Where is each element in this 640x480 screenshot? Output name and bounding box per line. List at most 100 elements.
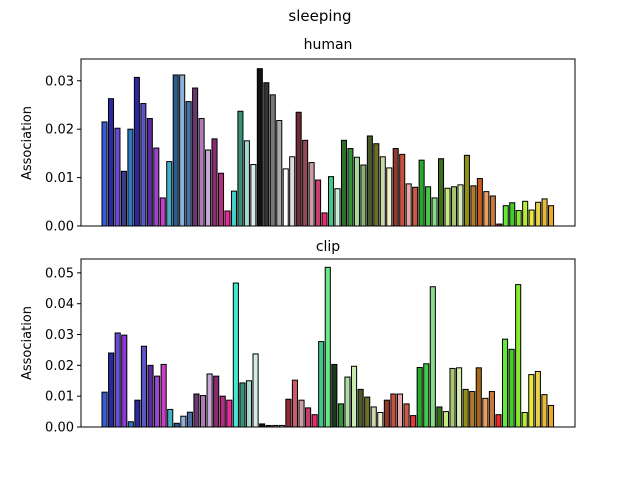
bar-human-47	[405, 183, 412, 227]
bar-human-5	[133, 76, 140, 227]
bar-clip-18	[219, 395, 226, 428]
chart-panel-human: human Association 0.00 0.01 0.02 0.03	[20, 37, 576, 235]
bar-clip-57	[475, 367, 482, 428]
bar-human-36	[334, 188, 341, 227]
bar-clip-8	[154, 375, 161, 428]
bar-clip-61	[501, 338, 509, 428]
bar-human-38	[347, 148, 354, 227]
bar-clip-65	[528, 374, 535, 428]
chart-panel-clip: clip Association 0.000.010.020.030.040.0…	[20, 239, 576, 436]
bar-human-63	[509, 202, 516, 227]
y-axis-label-human: Association	[20, 106, 35, 180]
bar-clip-29	[291, 379, 299, 428]
bar-clip-62	[508, 348, 515, 428]
bar-human-54	[450, 186, 458, 227]
y-axis-label-clip: Association	[20, 306, 35, 380]
figure-title: sleeping	[288, 7, 351, 25]
bar-clip-53	[449, 367, 456, 428]
bar-human-6	[140, 103, 147, 227]
y-tick-label-clip-3: 0.03	[45, 328, 74, 343]
y-tick-label-clip-0: 0.00	[45, 421, 74, 436]
bar-human-3	[120, 170, 127, 227]
bar-human-0	[101, 121, 108, 227]
bar-clip-50	[429, 286, 436, 428]
bar-clip-48	[416, 367, 423, 428]
bar-human-43	[379, 156, 386, 227]
bar-human-11	[172, 74, 179, 227]
bar-human-24	[256, 68, 263, 227]
bar-clip-22	[245, 380, 253, 428]
bar-human-28	[282, 168, 289, 227]
bar-human-65	[522, 200, 529, 227]
bar-human-21	[237, 110, 244, 227]
bar-clip-9	[160, 363, 167, 428]
bar-human-37	[340, 139, 347, 227]
bar-clip-42	[377, 412, 384, 428]
bar-human-9	[159, 197, 166, 227]
bar-clip-16	[206, 373, 213, 428]
y-tick-label-human-0: 0.00	[45, 220, 74, 235]
bar-clip-64	[521, 412, 528, 428]
bar-clip-36	[337, 403, 344, 428]
bar-clip-67	[541, 394, 548, 428]
bar-human-8	[153, 147, 160, 227]
bar-human-2	[114, 127, 121, 227]
bar-clip-68	[547, 404, 555, 428]
bar-clip-20	[232, 282, 239, 428]
bar-clip-47	[410, 415, 417, 428]
bar-human-18	[217, 172, 225, 227]
bar-clip-63	[515, 284, 522, 428]
bar-human-56	[463, 154, 470, 227]
bar-human-39	[353, 156, 360, 227]
bar-clip-35	[331, 363, 338, 428]
bar-human-31	[302, 139, 309, 227]
bar-human-23	[250, 164, 257, 227]
bar-clip-45	[396, 393, 404, 428]
bar-clip-43	[383, 399, 390, 428]
bar-clip-59	[488, 391, 495, 428]
bar-human-45	[392, 148, 399, 227]
bar-human-16	[205, 149, 212, 227]
bar-clip-52	[442, 411, 450, 428]
panel-title-human: human	[304, 37, 353, 53]
bar-human-4	[127, 128, 134, 227]
bar-clip-41	[370, 406, 377, 428]
bar-human-42	[373, 143, 380, 227]
bar-clip-13	[186, 411, 193, 428]
bar-clip-56	[469, 391, 476, 428]
bar-clip-39	[357, 388, 364, 428]
bar-clip-33	[318, 341, 325, 428]
y-tick-label-clip-5: 0.05	[45, 266, 74, 281]
bar-clip-46	[403, 403, 410, 428]
bar-clip-14	[193, 393, 200, 428]
y-tick-label-clip-2: 0.02	[45, 359, 74, 374]
axes-frame-human	[80, 58, 576, 227]
bar-human-25	[263, 82, 270, 227]
bar-human-10	[166, 161, 173, 227]
bar-clip-7	[147, 364, 154, 428]
bar-clip-11	[173, 422, 180, 428]
bar-human-67	[535, 201, 542, 227]
bar-clip-38	[350, 365, 358, 428]
bar-human-1	[107, 98, 115, 227]
bar-human-29	[289, 156, 296, 227]
bar-human-17	[211, 138, 218, 227]
bar-human-68	[541, 198, 548, 227]
bar-clip-31	[305, 407, 312, 428]
panel-title-clip: clip	[316, 239, 340, 255]
bar-human-33	[315, 179, 322, 227]
bar-clip-32	[311, 414, 318, 428]
bar-clip-4	[127, 421, 134, 428]
bar-human-14	[192, 87, 199, 227]
bar-clip-58	[482, 397, 489, 428]
y-tick-label-clip-1: 0.01	[45, 390, 74, 405]
bar-clip-37	[344, 376, 351, 428]
y-tick-label-human-2: 0.02	[45, 123, 74, 138]
bar-human-20	[230, 190, 237, 227]
bar-clip-6	[140, 345, 148, 428]
y-tick-label-human-1: 0.01	[45, 171, 74, 186]
bar-clip-30	[298, 399, 305, 428]
bar-human-57	[470, 185, 477, 227]
bar-clip-1	[108, 352, 115, 428]
bar-clip-10	[167, 408, 174, 428]
